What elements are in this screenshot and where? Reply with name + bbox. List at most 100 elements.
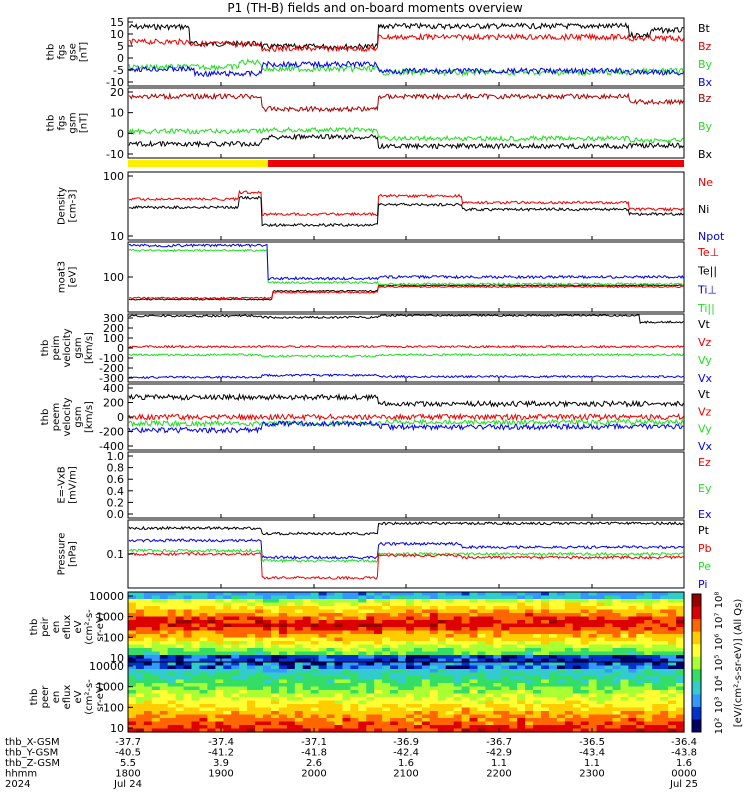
spec-cell xyxy=(128,665,137,670)
spec-cell xyxy=(461,658,471,663)
spec-cell xyxy=(541,648,550,653)
spec-cell xyxy=(342,648,351,653)
spec-cell xyxy=(501,641,510,646)
spec-cell xyxy=(175,725,185,730)
spec-cell xyxy=(199,704,208,709)
spec-cell xyxy=(604,697,614,702)
spec-cell xyxy=(151,623,161,628)
spec-cell xyxy=(676,613,685,618)
spec-cell xyxy=(358,714,367,719)
spec-cell xyxy=(628,669,637,674)
spec-cell xyxy=(191,679,200,684)
spec-cell xyxy=(628,725,637,730)
ylabel-line: moat3 xyxy=(57,261,68,293)
spec-cell xyxy=(572,728,582,733)
spec-cell xyxy=(525,728,534,733)
spec-cell xyxy=(421,623,431,628)
spec-cell xyxy=(223,700,232,705)
spec-cell xyxy=(628,623,637,628)
ephemeris-value: 0000 xyxy=(671,769,696,780)
spec-cell xyxy=(374,655,383,660)
spec-cell xyxy=(564,700,574,705)
spec-cell xyxy=(390,697,399,702)
spec-cell xyxy=(533,714,542,719)
spec-cell xyxy=(207,728,216,733)
spec-cell xyxy=(596,634,606,639)
spec-cell xyxy=(668,711,677,716)
spec-cell xyxy=(128,634,137,639)
spec-cell xyxy=(652,697,661,702)
ylabel-line: Pressure xyxy=(57,533,68,576)
spec-cell xyxy=(310,627,320,632)
spec-cell xyxy=(294,725,304,730)
spec-cell xyxy=(239,641,248,646)
spec-cell xyxy=(668,704,677,709)
spec-cell xyxy=(398,665,407,670)
spec-cell xyxy=(135,714,145,719)
spec-cell xyxy=(580,686,590,691)
spec-cell xyxy=(628,637,637,642)
spec-cell xyxy=(437,721,447,726)
spec-cell xyxy=(143,623,153,628)
series-line-Vt xyxy=(128,392,684,409)
spec-cell xyxy=(596,721,606,726)
spec-cell xyxy=(151,651,161,656)
spec-cell xyxy=(390,651,399,656)
spec-cell xyxy=(429,648,439,653)
spec-cell xyxy=(366,620,375,625)
spec-cell xyxy=(143,641,153,646)
spec-cell xyxy=(445,641,455,646)
spec-cell xyxy=(636,686,645,691)
spec-cell xyxy=(191,707,200,712)
spec-cell xyxy=(406,641,415,646)
legend-label-Pi: Pi xyxy=(698,578,707,591)
spec-cell xyxy=(326,655,336,660)
spec-cell xyxy=(517,655,526,660)
spec-cell xyxy=(437,651,447,656)
spec-cell xyxy=(398,616,407,621)
spec-cell xyxy=(549,616,558,621)
spec-cell xyxy=(215,637,224,642)
spec-cell xyxy=(310,637,320,642)
spec-cell xyxy=(437,609,447,614)
spec-cell xyxy=(199,672,208,677)
legend-label-Ez: Ez xyxy=(698,456,711,469)
spec-cell xyxy=(517,641,526,646)
spec-cell xyxy=(294,672,304,677)
spec-cell xyxy=(199,718,208,723)
spec-cell xyxy=(437,641,447,646)
spec-cell xyxy=(334,686,343,691)
spec-cell xyxy=(302,644,312,649)
ylabel-line: sr-eV) xyxy=(95,612,106,641)
spec-cell xyxy=(620,683,629,688)
spec-cell xyxy=(620,634,629,639)
spec-cell xyxy=(199,627,208,632)
colorbar-tick: 10⁵ xyxy=(714,655,725,672)
spec-cell xyxy=(255,669,264,674)
spec-cell xyxy=(620,665,629,670)
spec-cell xyxy=(668,697,677,702)
spec-cell xyxy=(556,669,566,674)
spec-cell xyxy=(334,595,343,600)
spec-cell xyxy=(676,595,685,600)
ytick-label: 200 xyxy=(103,397,124,410)
spec-cell xyxy=(652,707,661,712)
spec-cell xyxy=(572,725,582,730)
series-line-Ne xyxy=(128,189,684,217)
spec-cell xyxy=(302,599,312,604)
spec-cell xyxy=(223,697,232,702)
spec-cell xyxy=(437,616,447,621)
spec-cell xyxy=(215,718,224,723)
spec-cell xyxy=(167,676,177,681)
spec-cell xyxy=(493,697,502,702)
spec-cell xyxy=(541,718,550,723)
spec-cell xyxy=(501,602,510,607)
spec-cell xyxy=(390,728,399,733)
spec-cell xyxy=(398,658,407,663)
spec-cell xyxy=(620,714,629,719)
spec-cell xyxy=(628,665,637,670)
spec-cell xyxy=(556,651,566,656)
spec-cell xyxy=(517,637,526,642)
spec-cell xyxy=(676,592,685,597)
